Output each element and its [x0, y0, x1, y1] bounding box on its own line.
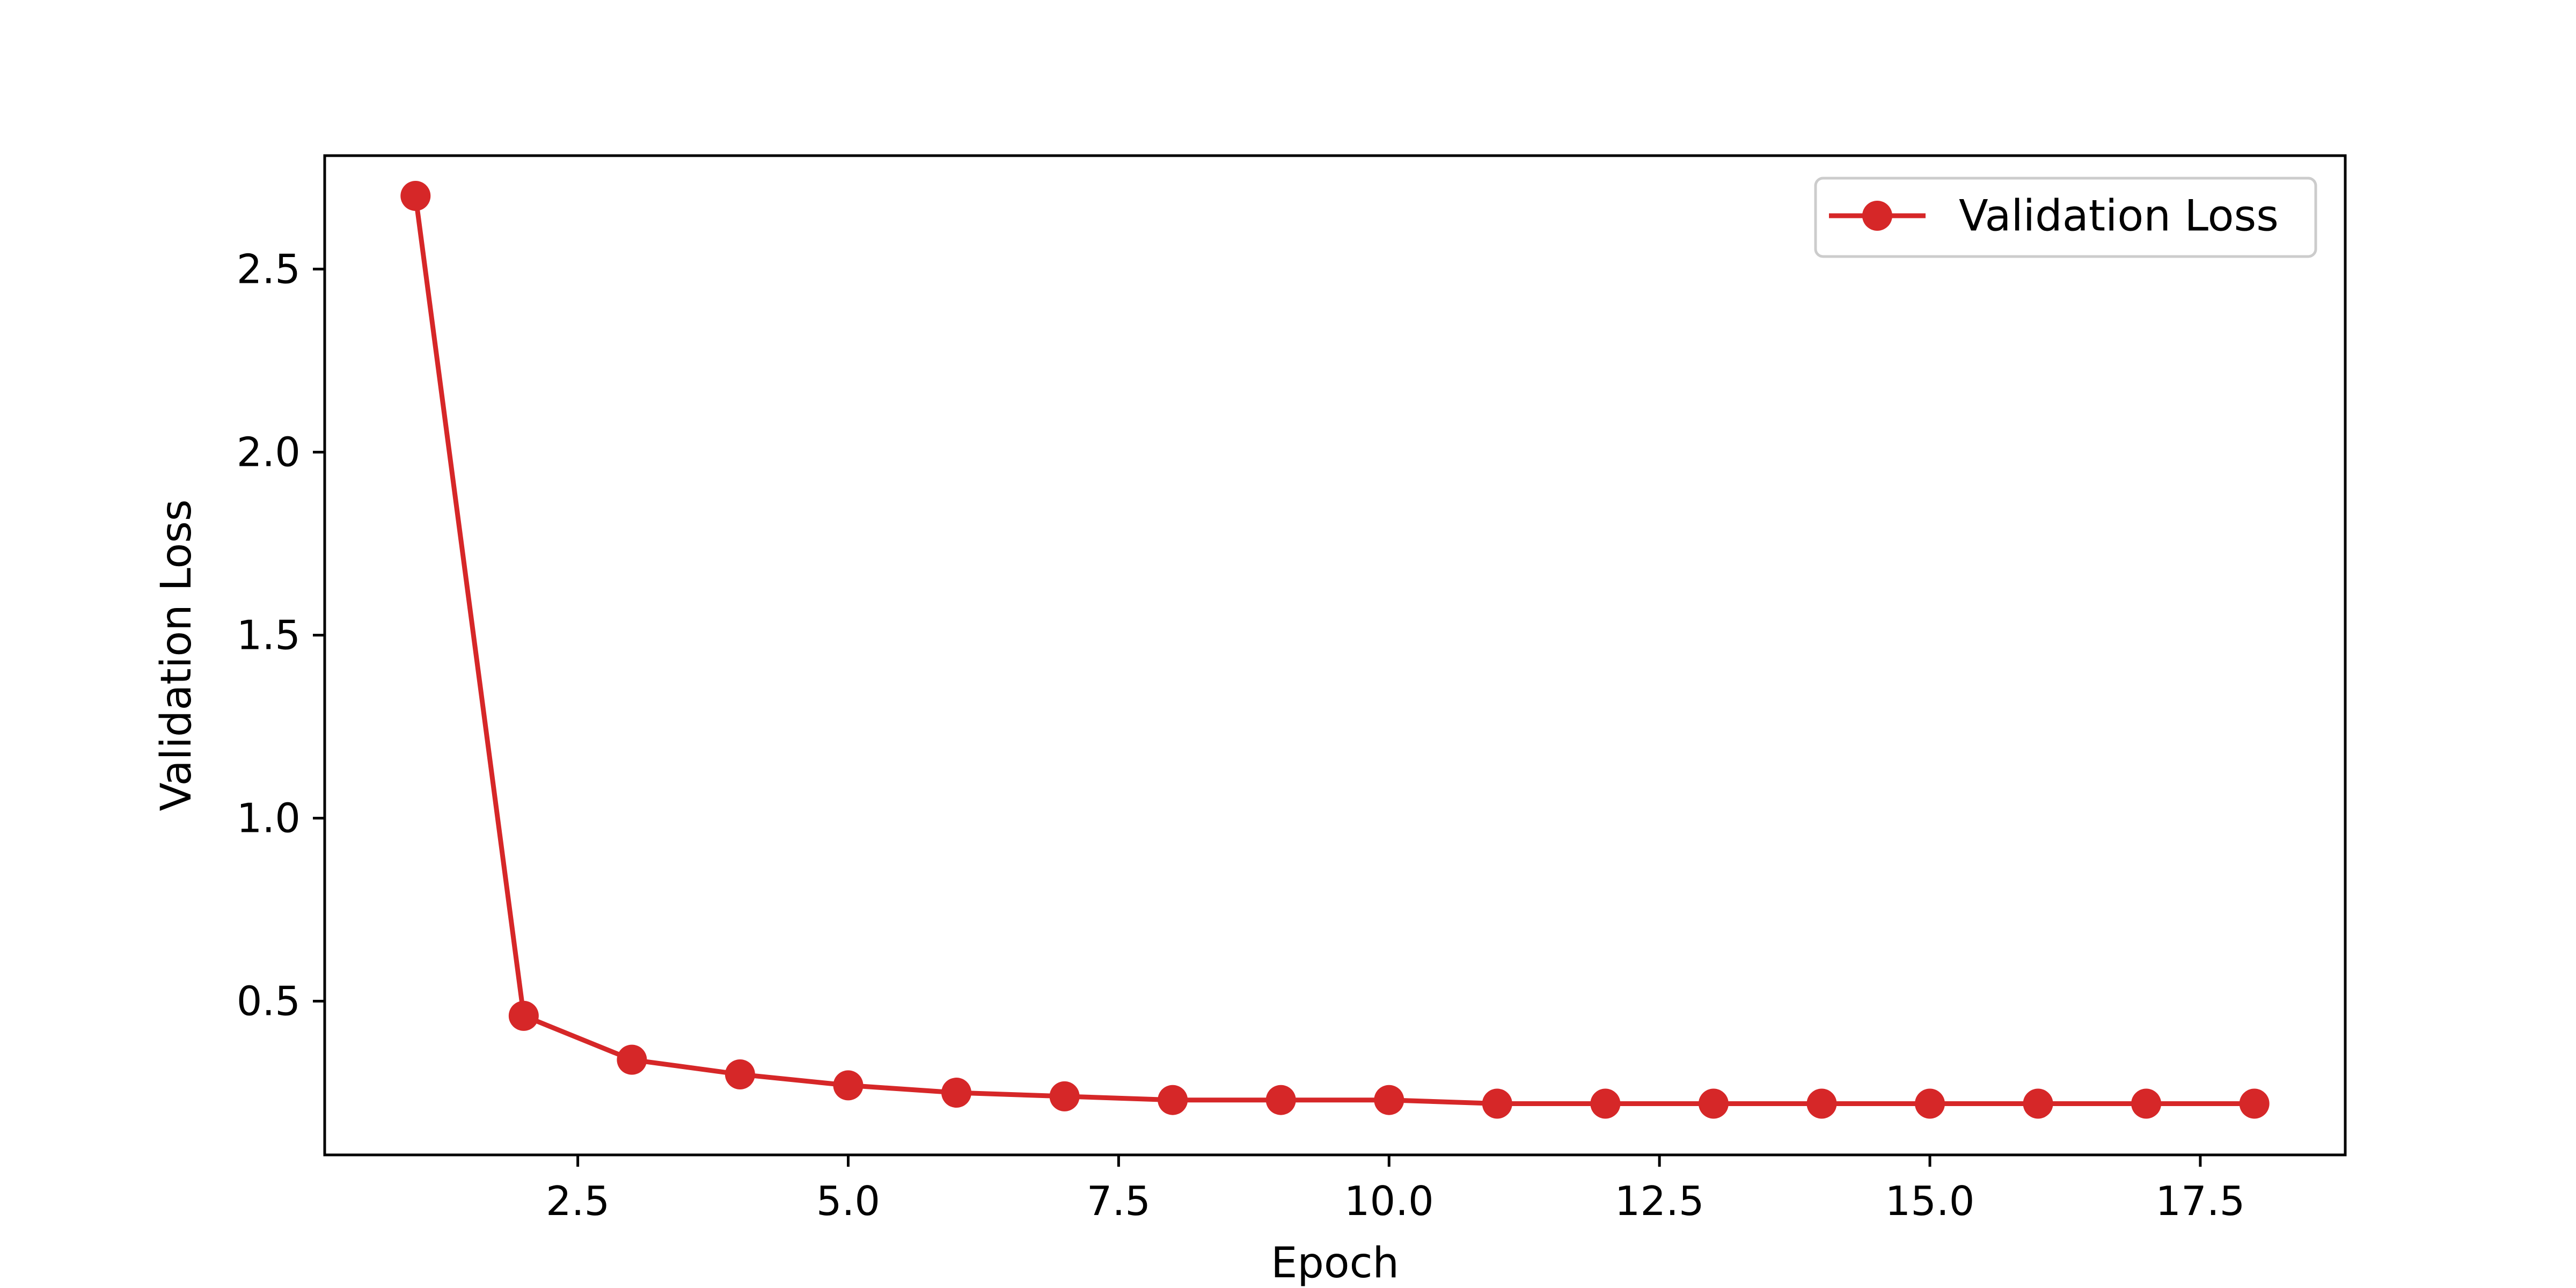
data-point	[617, 1044, 647, 1075]
data-point	[1590, 1088, 1621, 1119]
y-tick-label: 1.5	[237, 611, 301, 658]
y-tick-label: 2.5	[237, 245, 301, 292]
x-tick-label: 2.5	[546, 1177, 610, 1225]
x-tick-label: 10.0	[1344, 1177, 1434, 1225]
series-line	[413, 195, 2255, 1107]
y-tick-label: 2.0	[237, 428, 301, 475]
data-point	[1482, 1088, 1512, 1119]
legend-marker-swatch	[1862, 201, 1892, 231]
y-axis: 0.5 1.0 1.5 2.0 2.5	[237, 245, 325, 1025]
data-point	[2239, 1088, 2270, 1119]
data-point	[1374, 1085, 1404, 1115]
data-point	[833, 1070, 863, 1101]
data-point	[1806, 1088, 1837, 1119]
axes-frame	[323, 154, 2347, 1157]
legend-box	[1814, 177, 2317, 258]
y-axis-label: Validation Loss	[152, 499, 201, 811]
data-point	[1049, 1081, 1080, 1111]
y-tick-label: 0.5	[237, 978, 301, 1025]
data-point	[724, 1059, 755, 1089]
data-point	[2023, 1088, 2053, 1119]
data-point	[941, 1078, 972, 1108]
data-point	[1698, 1088, 1729, 1119]
data-point	[1915, 1088, 1945, 1119]
y-tick-label: 1.0	[237, 795, 301, 842]
legend: Validation Loss	[1814, 177, 2317, 258]
x-tick-label: 7.5	[1087, 1177, 1151, 1225]
x-tick-label: 17.5	[2155, 1177, 2245, 1225]
x-tick-label: 12.5	[1615, 1177, 1704, 1225]
data-point	[2131, 1088, 2162, 1119]
data-point	[1265, 1085, 1296, 1115]
legend-label: Validation Loss	[1959, 191, 2279, 241]
data-point	[400, 181, 431, 211]
x-axis-label: Epoch	[1271, 1239, 1399, 1287]
x-tick-label: 5.0	[816, 1177, 880, 1225]
x-tick-label: 15.0	[1885, 1177, 1975, 1225]
plot-area	[400, 181, 2270, 1119]
x-axis: 2.5 5.0 7.5 10.0 12.5 15.0 17.5	[546, 1155, 2245, 1225]
data-point	[508, 1000, 539, 1031]
data-point	[1158, 1085, 1188, 1115]
